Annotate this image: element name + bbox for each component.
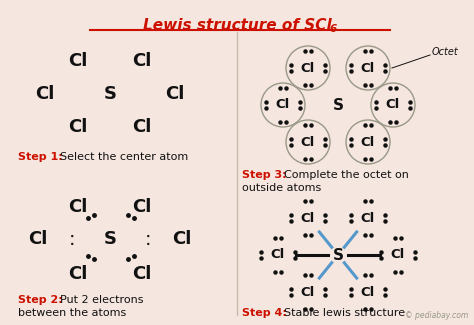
Text: Cl: Cl: [68, 265, 88, 283]
Text: 6: 6: [329, 24, 336, 34]
Text: Complete the octet on: Complete the octet on: [284, 170, 409, 180]
Text: Put 2 electrons: Put 2 electrons: [60, 295, 144, 305]
Text: Step 4:: Step 4:: [242, 308, 287, 318]
Text: Cl: Cl: [68, 118, 88, 136]
Text: Cl: Cl: [391, 249, 405, 262]
Text: Cl: Cl: [132, 52, 152, 70]
Text: Cl: Cl: [28, 230, 48, 248]
Text: :: :: [69, 230, 75, 249]
Text: Cl: Cl: [361, 212, 375, 225]
Text: Select the center atom: Select the center atom: [60, 152, 188, 162]
Text: Cl: Cl: [271, 249, 285, 262]
Text: outside atoms: outside atoms: [242, 183, 321, 193]
Text: Cl: Cl: [165, 85, 185, 103]
Text: Cl: Cl: [361, 136, 375, 149]
Text: Lewis structure of SCl: Lewis structure of SCl: [143, 18, 331, 33]
Text: Cl: Cl: [35, 85, 55, 103]
Text: between the atoms: between the atoms: [18, 308, 126, 318]
Text: Octet: Octet: [432, 47, 458, 57]
Text: Cl: Cl: [301, 136, 315, 149]
Text: Step 1:: Step 1:: [18, 152, 63, 162]
Text: Step 2:: Step 2:: [18, 295, 63, 305]
Text: Cl: Cl: [68, 198, 88, 216]
Text: :: :: [145, 230, 151, 249]
Text: Cl: Cl: [386, 98, 400, 111]
Text: Cl: Cl: [361, 61, 375, 74]
Text: Stable lewis structure: Stable lewis structure: [284, 308, 405, 318]
Text: Step 3:: Step 3:: [242, 170, 287, 180]
Text: Cl: Cl: [301, 212, 315, 225]
Text: Cl: Cl: [132, 198, 152, 216]
Text: Cl: Cl: [276, 98, 290, 111]
Text: © pediabay.com: © pediabay.com: [405, 311, 468, 320]
Text: Cl: Cl: [132, 118, 152, 136]
Text: S: S: [332, 248, 344, 263]
Text: S: S: [103, 85, 117, 103]
Text: Cl: Cl: [173, 230, 191, 248]
Text: Cl: Cl: [301, 61, 315, 74]
Text: S: S: [332, 98, 344, 112]
Text: Cl: Cl: [361, 285, 375, 298]
Text: Cl: Cl: [301, 285, 315, 298]
Text: Cl: Cl: [132, 265, 152, 283]
Text: Cl: Cl: [68, 52, 88, 70]
Text: S: S: [103, 230, 117, 248]
